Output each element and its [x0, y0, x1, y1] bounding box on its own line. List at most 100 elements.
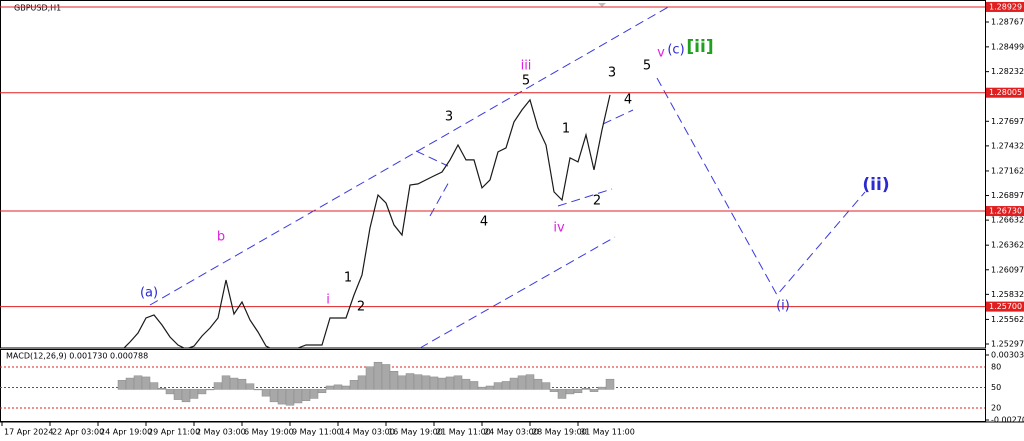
level-label: 1.28929 — [989, 2, 1022, 11]
histogram-bar — [205, 389, 215, 391]
x-tick-label: 9 May 11:00 — [292, 428, 342, 437]
wave-label: 3 — [445, 110, 453, 125]
x-tick-label: 14 May 03:00 — [340, 428, 395, 437]
x-tick-label: 16 May 19:00 — [388, 428, 443, 437]
y-tick-label: 1.27162 — [991, 166, 1024, 175]
histogram-bar — [493, 382, 503, 390]
y-tick-label: 1.26097 — [991, 265, 1024, 274]
wave-label: (c) — [667, 43, 684, 58]
histogram-bar — [133, 375, 143, 390]
level-label: 1.26730 — [989, 207, 1022, 216]
histogram-bar — [269, 389, 279, 403]
projection-line — [656, 77, 866, 296]
histogram-bar — [437, 377, 447, 390]
channel-top — [149, 5, 671, 306]
wave-label: 1 — [562, 122, 570, 137]
histogram-bar — [461, 378, 471, 390]
histogram-bar — [517, 375, 527, 390]
histogram-bar — [197, 389, 207, 395]
channel-bottom — [419, 236, 616, 349]
wave-label: (i) — [776, 299, 790, 314]
histogram-bar — [285, 389, 295, 406]
histogram-bar — [549, 389, 559, 392]
wave-label: [ii] — [686, 37, 713, 57]
histogram-bar — [213, 382, 223, 390]
x-tick-label: 28 May 19:00 — [532, 428, 587, 437]
y-tick-label: 1.26897 — [991, 191, 1024, 200]
y-tick-label: 1.27697 — [991, 117, 1024, 126]
histogram-bar — [581, 388, 591, 390]
x-tick-label: 29 Apr 11:00 — [148, 428, 200, 437]
x-tick-label: 21 May 11:00 — [436, 428, 491, 437]
y2-tick-label: 80 — [991, 362, 1001, 371]
histogram-bar — [293, 389, 303, 404]
wave-label: 2 — [593, 194, 601, 209]
level-label: 1.25700 — [989, 302, 1022, 311]
histogram-bar — [317, 389, 327, 394]
histogram-bar — [245, 383, 255, 390]
y-tick-label: -0.002704 — [991, 416, 1024, 425]
wave-label: 5 — [522, 74, 530, 89]
y-tick-label: 1.28767 — [991, 17, 1024, 26]
histogram-bar — [149, 382, 159, 390]
histogram-bar — [277, 389, 287, 405]
x-tick-label: 31 May 11:00 — [580, 428, 635, 437]
histogram-bar — [333, 384, 343, 390]
histogram-bar — [237, 378, 247, 390]
y-tick-label: 1.28232 — [991, 67, 1024, 76]
x-tick-label: 17 Apr 2024 — [4, 428, 53, 437]
histogram-bar — [165, 389, 175, 395]
histogram-bar — [389, 371, 399, 390]
chart-title: GBPUSD,H1 — [14, 4, 61, 13]
level-label-box — [986, 87, 1024, 98]
histogram-bar — [421, 375, 431, 390]
wave-label: 4 — [480, 215, 488, 230]
wave-label: v — [657, 46, 665, 61]
histogram-bar — [397, 375, 407, 390]
wave-line — [415, 150, 449, 167]
x-tick-label: 24 Apr 19:00 — [100, 428, 152, 437]
histogram-bar — [525, 374, 535, 390]
wave-label: (a) — [140, 286, 158, 301]
histogram-bar — [229, 377, 239, 390]
y2-tick-label: 20 — [991, 404, 1001, 413]
histogram-bar — [221, 375, 231, 390]
x-tick-label: 24 May 03:00 — [484, 428, 539, 437]
histogram-bar — [589, 389, 599, 392]
macd-pane — [0, 361, 985, 409]
histogram-bar — [605, 378, 615, 390]
histogram-bar — [325, 385, 335, 390]
y-tick-label: 1.26632 — [991, 216, 1024, 225]
histogram-bar — [533, 378, 543, 390]
histogram-bar — [557, 389, 567, 399]
histogram-bar — [429, 376, 439, 390]
wave-line — [557, 188, 613, 207]
level-label: 1.28005 — [989, 88, 1022, 97]
histogram-bar — [373, 361, 383, 390]
histogram-bar — [253, 389, 263, 391]
histogram-bar — [341, 385, 351, 390]
histogram-bar — [309, 389, 319, 399]
x-tick-label: 2 May 03:00 — [196, 428, 246, 437]
histogram-bar — [565, 389, 575, 395]
histogram-bar — [453, 375, 463, 390]
histogram-bar — [509, 377, 519, 390]
level-label-box — [986, 206, 1024, 217]
main-pane-frame — [0, 0, 986, 349]
x-tick-label: 6 May 19:00 — [244, 428, 294, 437]
y-tick-label: 1.25832 — [991, 290, 1024, 299]
histogram-bar — [181, 389, 191, 403]
wave-label: i — [326, 293, 330, 308]
histogram-bar — [469, 381, 479, 390]
histogram-bar — [381, 364, 391, 390]
histogram-bar — [485, 385, 495, 390]
histogram-bar — [413, 374, 423, 390]
wave-label: 2 — [357, 300, 365, 315]
histogram-bar — [301, 389, 311, 401]
y-tick-label: 1.28499 — [991, 42, 1024, 51]
wave-label: 1 — [344, 271, 352, 286]
histogram-bar — [541, 382, 551, 390]
price-pane — [0, 6, 985, 348]
